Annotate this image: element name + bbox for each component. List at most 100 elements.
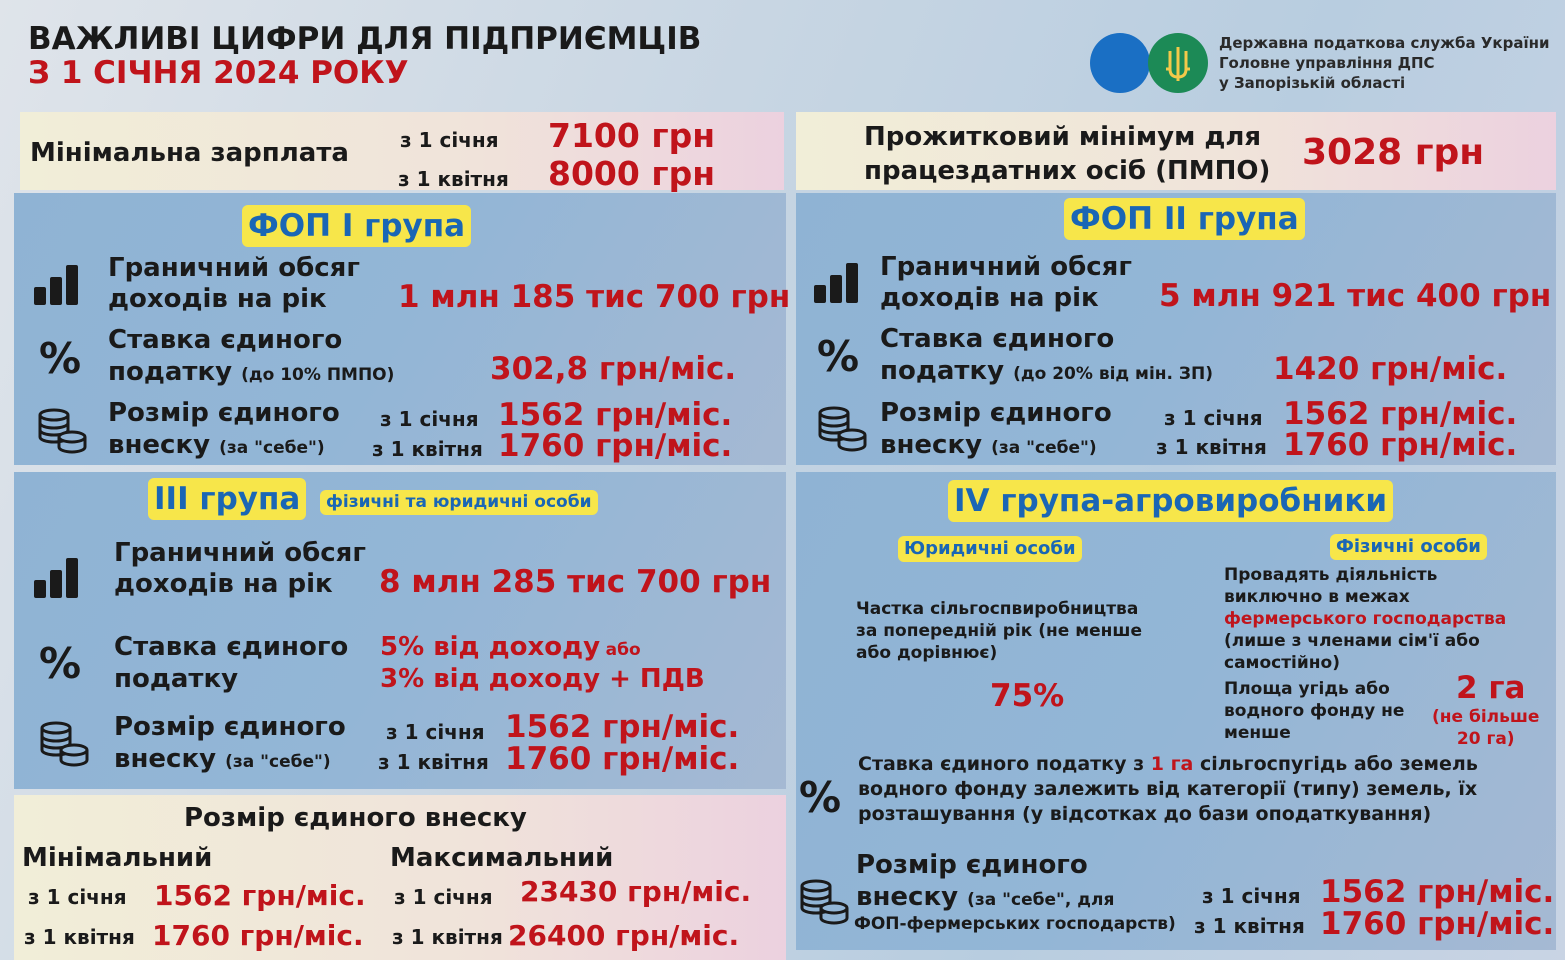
group4-area-text-2: водного фонду не: [1224, 701, 1405, 721]
group2-contrib-note: (за "себе"): [991, 438, 1097, 458]
group3-contrib-apr: 1760 грн/міс.: [505, 741, 740, 777]
group4-phys-text-4: (лише з членами сім'ї або: [1224, 631, 1480, 651]
group3-limit-label-1: Граничний обсяг: [114, 538, 366, 568]
group4-title: IV група-агровиробники: [948, 480, 1394, 522]
group1-limit-label-1: Граничний обсяг: [108, 253, 360, 283]
title-line-2: З 1 СІЧНЯ 2024 РОКУ: [28, 55, 409, 91]
group2-limit-label-2: доходів на рік: [880, 283, 1099, 313]
group2-rate-value: 1420 грн/міс.: [1273, 351, 1508, 387]
percent-icon: %: [816, 332, 860, 381]
group1-contrib-label-1: Розмір єдиного: [108, 398, 340, 428]
group4-rate-line-1b: сільгоспугідь або земель: [1193, 753, 1478, 775]
contribution-size-panel: Розмір єдиного внеску Мінімальний Максим…: [14, 795, 786, 960]
group4-phys-text-red: фермерського господарства: [1224, 609, 1507, 629]
group4-area-note-2: 20 га): [1456, 729, 1515, 749]
group1-limit-label-2: доходів на рік: [108, 284, 327, 314]
coins-icon: [798, 876, 850, 928]
group1-rate-label-2: податку (до 10% ПМПО): [108, 357, 394, 391]
group1-from-jan: з 1 січня: [380, 407, 479, 431]
org-name: Державна податкова служба України Головн…: [1219, 33, 1549, 93]
group3-panel: ІІІ група фізичні та юридичні особи Гран…: [14, 472, 786, 789]
group4-from-apr: з 1 квітня: [1194, 914, 1305, 938]
group4-rate-line-1a: Ставка єдиного податку з: [858, 753, 1151, 775]
title-line-1: ВАЖЛИВІ ЦИФРИ ДЛЯ ПІДПРИЄМЦІВ: [28, 21, 702, 57]
living-min-label-2: працездатних осіб (ПМПО): [864, 156, 1271, 186]
group4-legal-text-1: Частка сільгоспвиробництва: [856, 599, 1139, 619]
group2-contrib-word: внеску: [880, 430, 983, 460]
group1-rate-value: 302,8 грн/міс.: [490, 351, 737, 387]
contribution-max-label: Максимальний: [390, 843, 614, 873]
group1-panel: ФОП І група Граничний обсяг доходів на р…: [14, 193, 790, 465]
group4-panel: IV група-агровиробники Юридичні особи Фі…: [796, 472, 1556, 950]
bar-chart-icon: [814, 251, 866, 303]
bar-chart-icon: [34, 253, 86, 305]
group2-limit-label-1: Граничний обсяг: [880, 252, 1132, 282]
org-line-3: у Запорізькій області: [1219, 74, 1406, 92]
group4-phys-text: Провадять діяльність виключно в межах фе…: [1224, 564, 1506, 674]
group4-area-note-1: (не більше: [1432, 707, 1540, 727]
group3-contrib-word: внеску: [114, 744, 217, 774]
group3-limit-value: 8 млн 285 тис 700 грн: [379, 564, 772, 600]
min-wage-from-jan: з 1 січня: [400, 128, 499, 152]
group2-rate-word: податку: [880, 356, 1005, 386]
group4-area-note: (не більше 20 га): [1432, 706, 1539, 750]
contribution-min-from-apr: з 1 квітня: [24, 925, 135, 949]
dps-logo-group: [1090, 33, 1210, 93]
percent-icon: %: [798, 773, 842, 822]
group4-phys-text-2: виключно в межах: [1224, 587, 1410, 607]
group3-limit-label-2: доходів на рік: [114, 569, 333, 599]
coins-icon: [816, 403, 868, 455]
min-wage-panel: Мінімальна зарплата з 1 січня з 1 квітня…: [20, 112, 784, 193]
group1-rate-label-1: Ставка єдиного: [108, 325, 343, 355]
group1-limit-value: 1 млн 185 тис 700 грн: [398, 279, 791, 315]
group3-from-apr: з 1 квітня: [378, 750, 489, 774]
group3-title: ІІІ група: [148, 478, 307, 520]
min-wage-label: Мінімальна зарплата: [30, 138, 349, 168]
group4-phys-text-5: самостійно): [1224, 653, 1340, 673]
group3-rate-value-1-row: 5% від доходу або: [380, 632, 641, 662]
group4-area-value: 2 га: [1456, 670, 1526, 706]
dps-circle-logo: [1090, 33, 1150, 93]
group3-contrib-label-1: Розмір єдиного: [114, 712, 346, 742]
bar-chart-icon: [34, 546, 86, 598]
group4-contrib-apr: 1760 грн/міс.: [1320, 906, 1555, 942]
group4-legal-text-2: за попередній рік (не менше: [856, 621, 1142, 641]
group1-rate-word: податку: [108, 357, 233, 387]
group4-contrib-word: внеску: [856, 882, 959, 912]
group4-contrib-note-2: ФОП-фермерських господарств): [854, 914, 1176, 934]
contribution-min-apr: 1760 грн/міс.: [152, 919, 364, 952]
group1-title: ФОП І група: [242, 205, 472, 247]
group2-contrib-label-1: Розмір єдиного: [880, 398, 1112, 428]
contribution-min-from-jan: з 1 січня: [28, 885, 127, 909]
group4-rate-text: Ставка єдиного податку з 1 га сільгоспуг…: [858, 752, 1478, 827]
trident-logo: [1148, 33, 1208, 93]
living-min-label-1: Прожитковий мінімум для: [864, 122, 1262, 152]
group1-contrib-jan: 1562 грн/міс.: [498, 397, 733, 433]
percent-icon: %: [38, 639, 82, 688]
group4-rate-line-1-red: 1 га: [1150, 753, 1194, 775]
contribution-min-label: Мінімальний: [22, 843, 213, 873]
group2-from-jan: з 1 січня: [1164, 406, 1263, 430]
group3-subtitle: фізичні та юридичні особи: [320, 490, 598, 515]
min-wage-from-apr: з 1 квітня: [398, 167, 509, 191]
group2-from-apr: з 1 квітня: [1156, 435, 1267, 459]
group2-limit-value: 5 млн 921 тис 400 грн: [1159, 278, 1552, 314]
group3-rate-value-1: 5% від доходу: [380, 632, 601, 662]
group2-rate-note: (до 20% від мін. ЗП): [1013, 364, 1213, 384]
group1-contrib-word: внеску: [108, 430, 211, 460]
group3-contrib-label-2: внеску (за "себе"): [114, 744, 331, 778]
group4-phys-text-1: Провадять діяльність: [1224, 565, 1438, 585]
group3-rate-or: або: [605, 640, 641, 660]
group2-contrib-apr: 1760 грн/міс.: [1283, 427, 1518, 463]
org-line-1: Державна податкова служба України: [1219, 34, 1550, 52]
group4-rate-line-1: Ставка єдиного податку з 1 га сільгоспуг…: [858, 752, 1478, 777]
living-min-panel: Прожитковий мінімум для працездатних осі…: [796, 112, 1556, 190]
group4-legal-text: Частка сільгоспвиробництва за попередній…: [856, 598, 1142, 664]
group2-contrib-jan: 1562 грн/міс.: [1283, 396, 1518, 432]
contribution-max-from-jan: з 1 січня: [394, 885, 493, 909]
group2-rate-label-1: Ставка єдиного: [880, 324, 1115, 354]
contribution-size-title: Розмір єдиного внеску: [184, 803, 527, 833]
contribution-max-jan: 23430 грн/міс.: [520, 875, 752, 908]
group1-rate-note: (до 10% ПМПО): [241, 365, 395, 385]
group4-contrib-label-2: внеску (за "себе", для: [856, 882, 1114, 916]
